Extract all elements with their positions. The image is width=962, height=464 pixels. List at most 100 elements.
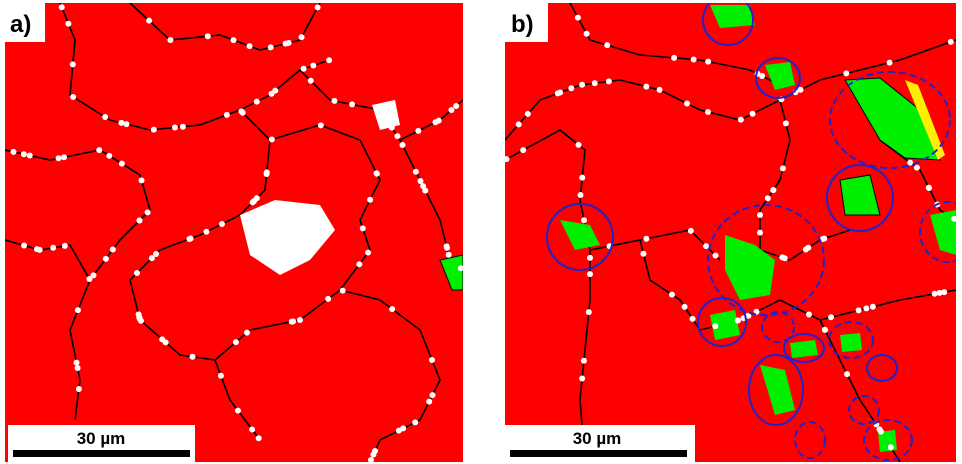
panel-label: a) <box>10 11 31 38</box>
boundary-dot <box>134 269 141 276</box>
boundary-dot <box>887 444 894 451</box>
boundary-dot <box>339 287 346 294</box>
boundary-dot <box>671 54 678 61</box>
green-phase <box>840 333 862 352</box>
boundary-dot <box>96 147 103 154</box>
boundary-dot <box>843 70 850 77</box>
highlight-circle <box>866 354 898 382</box>
boundary-dot <box>681 303 688 310</box>
boundary-dot <box>505 156 510 163</box>
boundary-dot <box>123 121 130 128</box>
boundary-dot <box>684 100 691 107</box>
boundary-dot <box>925 184 932 191</box>
boundary-dot <box>235 407 242 414</box>
boundary-dot <box>951 215 956 222</box>
boundary-dot <box>372 447 379 454</box>
boundary-dot <box>249 199 256 206</box>
boundary-dot <box>415 127 422 134</box>
boundary-dot <box>255 435 262 442</box>
boundary-dot <box>74 364 81 371</box>
boundary-dot <box>575 141 582 148</box>
boundary-dot <box>412 168 419 175</box>
green-phase <box>839 174 881 216</box>
boundary-dot <box>325 295 332 302</box>
boundary-dot <box>61 242 68 249</box>
boundary-dot <box>102 113 109 120</box>
grain-boundary <box>129 3 321 51</box>
scale-bar <box>13 450 190 457</box>
boundary-dot <box>759 73 766 80</box>
boundary-dot <box>821 235 828 242</box>
scale-bar-label: 30 µm <box>573 429 622 448</box>
boundary-dot <box>288 318 295 325</box>
boundary-dot <box>886 59 893 66</box>
boundary-dot <box>779 254 786 261</box>
boundary-dot <box>365 249 372 256</box>
boundary-dot <box>689 315 696 322</box>
boundary-dot <box>432 119 439 126</box>
green-phase <box>930 210 956 255</box>
boundary-dot <box>745 312 752 319</box>
boundary-dot <box>668 291 675 298</box>
boundary-dot <box>298 34 305 41</box>
boundary-dot <box>907 159 914 166</box>
boundary-dot <box>429 357 436 364</box>
boundary-dot <box>146 17 153 24</box>
boundary-dot <box>947 38 954 45</box>
boundary-dot <box>21 242 28 249</box>
boundary-dot <box>757 229 763 236</box>
green-phase <box>725 235 775 300</box>
boundary-dot <box>148 255 155 262</box>
boundary-dot <box>187 235 194 242</box>
boundary-dot <box>263 169 270 176</box>
boundary-dot <box>326 57 333 64</box>
boundary-dot <box>869 303 876 310</box>
boundary-dot <box>412 419 419 426</box>
boundary-dot <box>138 177 145 184</box>
boundary-dot <box>136 217 143 224</box>
boundary-dot <box>109 246 116 253</box>
boundary-dot <box>574 14 581 21</box>
label-box <box>5 3 45 42</box>
boundary-dot <box>805 311 812 318</box>
boundary-dot <box>690 56 697 63</box>
boundary-dot <box>734 317 741 324</box>
boundary-dot <box>232 339 239 346</box>
boundary-dot <box>705 109 712 116</box>
boundary-dot <box>73 359 80 366</box>
label-box <box>505 3 548 42</box>
boundary-dot <box>167 36 174 43</box>
boundary-dot <box>249 426 256 433</box>
boundary-dot <box>61 154 68 161</box>
green-phase <box>760 365 795 415</box>
boundary-dot <box>936 289 943 296</box>
phase-map <box>5 3 463 462</box>
boundary-dot <box>90 272 97 279</box>
boundary-dot <box>218 221 225 228</box>
boundary-dot <box>828 314 835 321</box>
highlight-circle <box>848 395 880 425</box>
boundary-dot <box>367 196 374 203</box>
boundary-dot <box>426 398 433 405</box>
boundary-dot <box>941 289 948 296</box>
boundary-dot <box>443 243 450 250</box>
boundary-dot <box>863 305 870 312</box>
boundary-dot <box>296 317 303 324</box>
green-phase <box>710 310 740 340</box>
highlight-circle <box>702 3 754 46</box>
boundary-dot <box>36 246 43 253</box>
boundary-dot <box>579 174 586 181</box>
grain-boundary <box>639 239 956 331</box>
boundary-dot <box>805 244 812 251</box>
boundary-dot <box>821 326 828 333</box>
boundary-dot <box>74 307 81 314</box>
boundary-dot <box>153 250 160 257</box>
boundary-dot <box>453 102 460 109</box>
green-phase <box>710 5 755 28</box>
boundary-dot <box>394 133 401 140</box>
boundary-dot <box>307 77 314 84</box>
boundary-dot <box>268 90 275 97</box>
grain-boundary <box>214 124 381 361</box>
boundary-dot <box>457 265 463 272</box>
